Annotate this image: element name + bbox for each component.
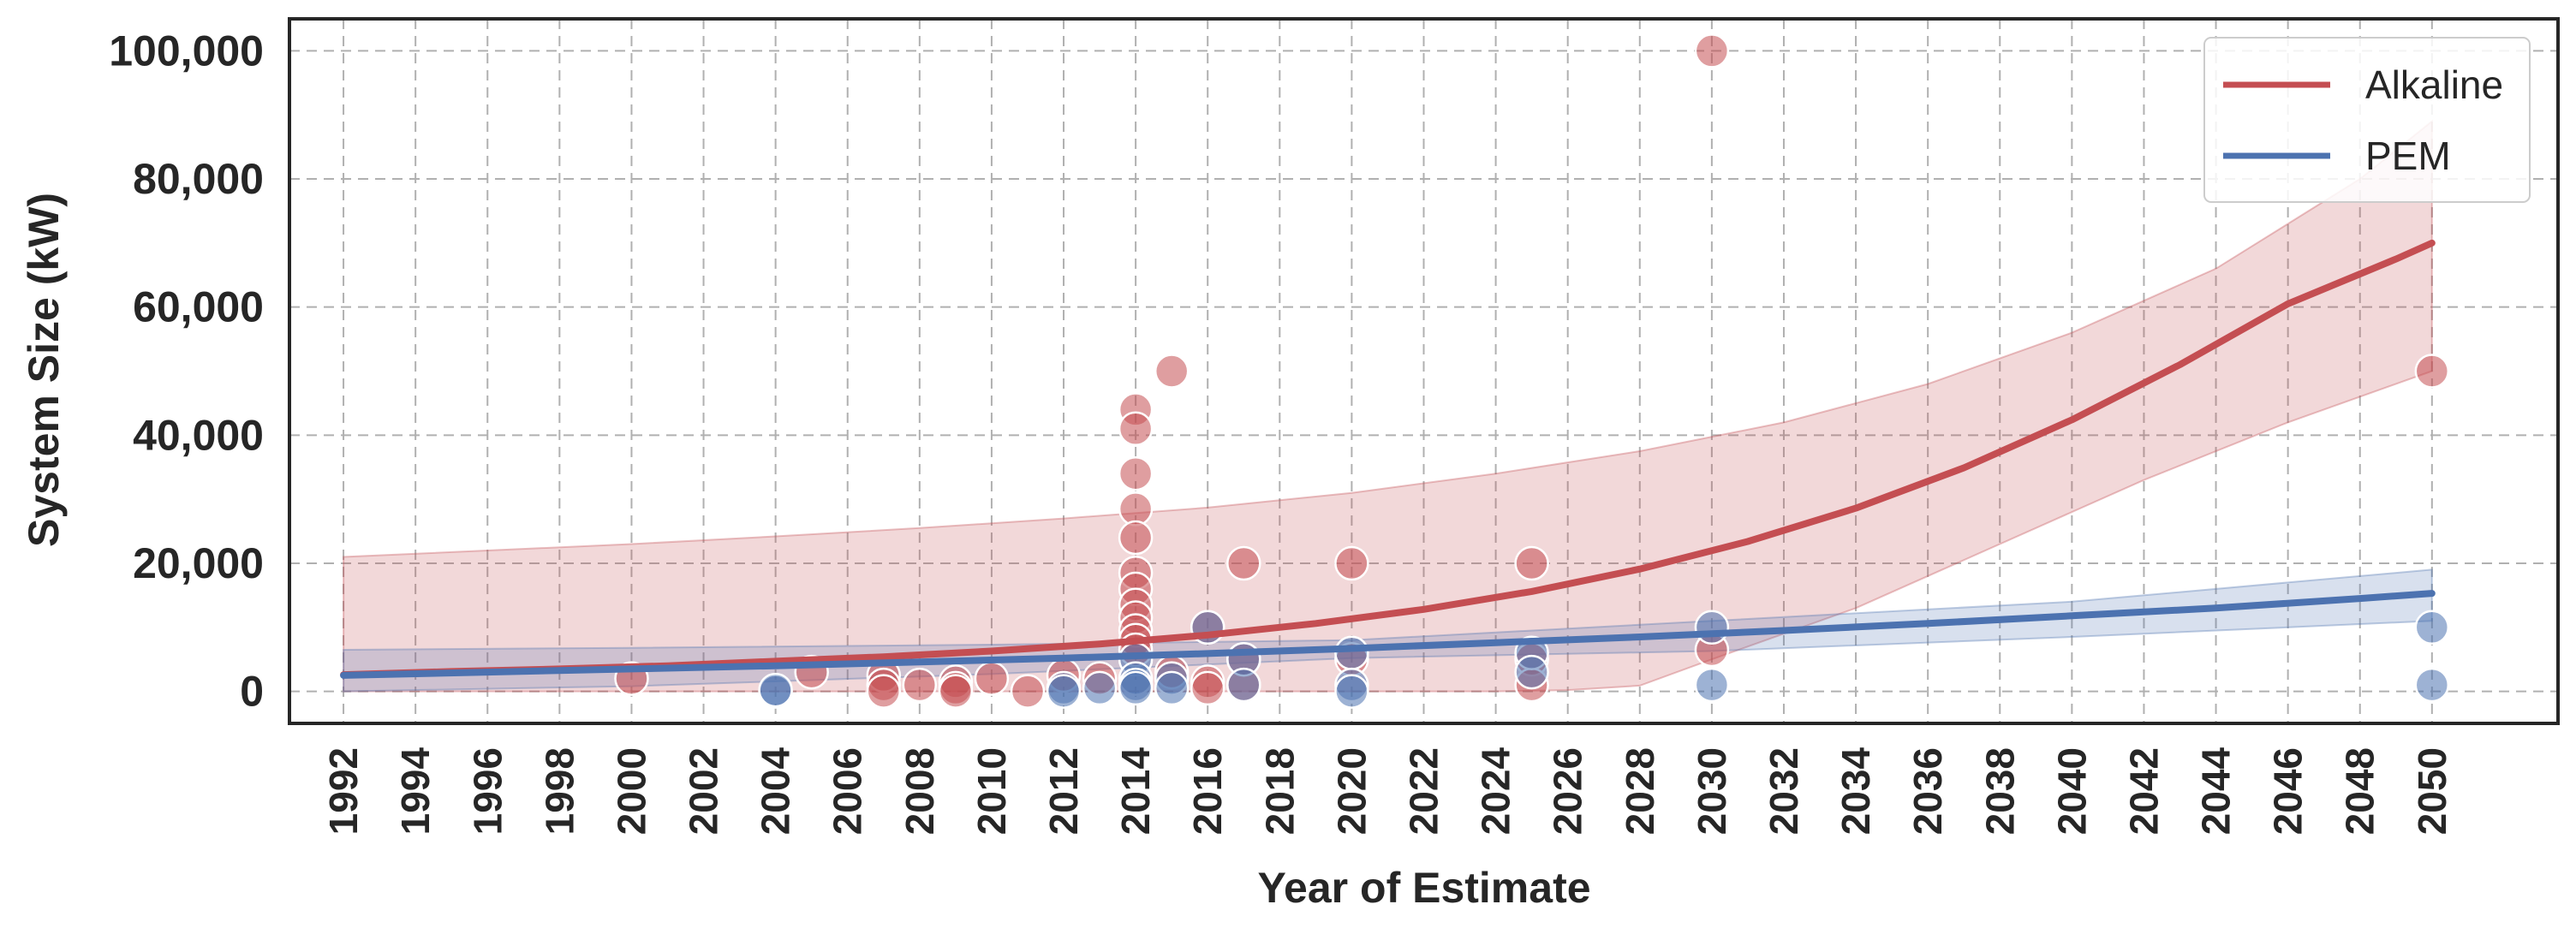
x-tick-label: 2024: [1474, 747, 1518, 836]
x-tick-label: 2050: [2410, 747, 2454, 835]
scatter-point-pem: [1694, 667, 1730, 703]
scatter-point-pem: [1154, 670, 1190, 706]
scatter-point-alkaline: [1334, 545, 1369, 581]
x-tick-label: 2042: [2121, 747, 2166, 835]
legend-label-pem: PEM: [2365, 134, 2451, 178]
scatter-point-pem: [1082, 670, 1118, 706]
scatter-point-pem: [1118, 670, 1154, 706]
grid-layer: [289, 19, 2558, 723]
x-tick-label: 2018: [1257, 747, 1302, 835]
x-tick-label: 2000: [609, 747, 653, 835]
x-tick-label: 2046: [2266, 747, 2311, 835]
scatter-point-alkaline: [1190, 670, 1225, 706]
x-tick-label: 2048: [2338, 747, 2382, 835]
scatter-point-alkaline: [1010, 674, 1046, 709]
legend-label-alkaline: Alkaline: [2365, 62, 2503, 107]
x-tick-label: 1998: [537, 747, 581, 835]
x-tick-label: 2010: [969, 747, 1014, 835]
point-layer: [614, 33, 2450, 709]
x-tick-label: 1994: [393, 747, 438, 836]
trend-line-pem: [340, 590, 2436, 679]
scatter-point-pem: [2414, 610, 2450, 645]
x-tick-label: 2002: [682, 747, 726, 835]
scatter-point-alkaline: [866, 674, 902, 709]
legend-box: [2203, 37, 2531, 203]
scatter-point-alkaline: [2414, 354, 2450, 389]
scatter-point-alkaline: [1118, 520, 1154, 556]
scatter-point-alkaline: [1154, 354, 1190, 389]
plot-frame: [288, 17, 2560, 725]
y-tick-label: 0: [240, 668, 264, 716]
scatter-point-alkaline: [1226, 545, 1261, 581]
x-tick-label: 2036: [1905, 747, 1950, 835]
x-tick-label: 2038: [1977, 747, 2022, 835]
scatter-point-alkaline: [1514, 545, 1549, 581]
scatter-point-alkaline: [902, 667, 938, 703]
line-layer: [340, 239, 2436, 679]
scatter-point-pem: [1334, 674, 1369, 709]
y-tick-label: 100,000: [109, 27, 264, 74]
x-tick-label: 2004: [754, 747, 798, 836]
x-tick-label: 2034: [1834, 747, 1878, 836]
band-layer: [343, 119, 2433, 693]
y-tick-label: 80,000: [133, 155, 264, 203]
y-tick-label: 60,000: [133, 283, 264, 331]
y-tick-label: 20,000: [133, 539, 264, 587]
x-tick-label: 2030: [1690, 747, 1734, 835]
scatter-point-pem: [1226, 667, 1261, 703]
x-tick-label: 2032: [1762, 747, 1806, 835]
x-tick-label: 2012: [1041, 747, 1086, 835]
scatter-point-pem: [1694, 610, 1730, 645]
scatter-point-alkaline: [1118, 411, 1154, 447]
x-tick-label: 1996: [465, 747, 510, 835]
x-tick-label: 2022: [1402, 747, 1446, 835]
scatter-point-pem: [2414, 667, 2450, 703]
x-tick-label: 2008: [897, 747, 942, 835]
x-tick-label: 2014: [1113, 747, 1158, 836]
y-axis-title: System Size (kW): [20, 193, 68, 547]
scatter-point-alkaline: [938, 674, 974, 709]
scatter-point-pem: [1334, 635, 1369, 670]
x-tick-label: 1992: [321, 747, 366, 835]
x-tick-label: 2044: [2194, 747, 2239, 836]
scatter-point-alkaline: [1118, 455, 1154, 491]
x-tick-label: 2028: [1618, 747, 1662, 835]
scatter-point-alkaline: [1694, 33, 1730, 68]
x-tick-label: 2016: [1185, 747, 1230, 835]
scatter-point-alkaline: [974, 661, 1010, 696]
scatter-point-pem: [1046, 674, 1082, 709]
x-tick-label: 2040: [2049, 747, 2094, 835]
scatter-point-pem: [1514, 654, 1549, 690]
x-tick-label: 2006: [826, 747, 870, 835]
scatter-point-pem: [758, 672, 793, 708]
x-axis-title: Year of Estimate: [1257, 864, 1590, 912]
legend: Alkaline PEM: [2203, 37, 2531, 203]
x-tick-label: 2020: [1329, 747, 1374, 835]
y-tick-label: 40,000: [133, 411, 264, 459]
tick-layer: 0 20,000 40,000 60,000 80,000 100,000 1992 1994…: [109, 27, 2454, 835]
scatter-point-alkaline: [1118, 491, 1154, 526]
x-tick-label: 2026: [1546, 747, 1590, 835]
